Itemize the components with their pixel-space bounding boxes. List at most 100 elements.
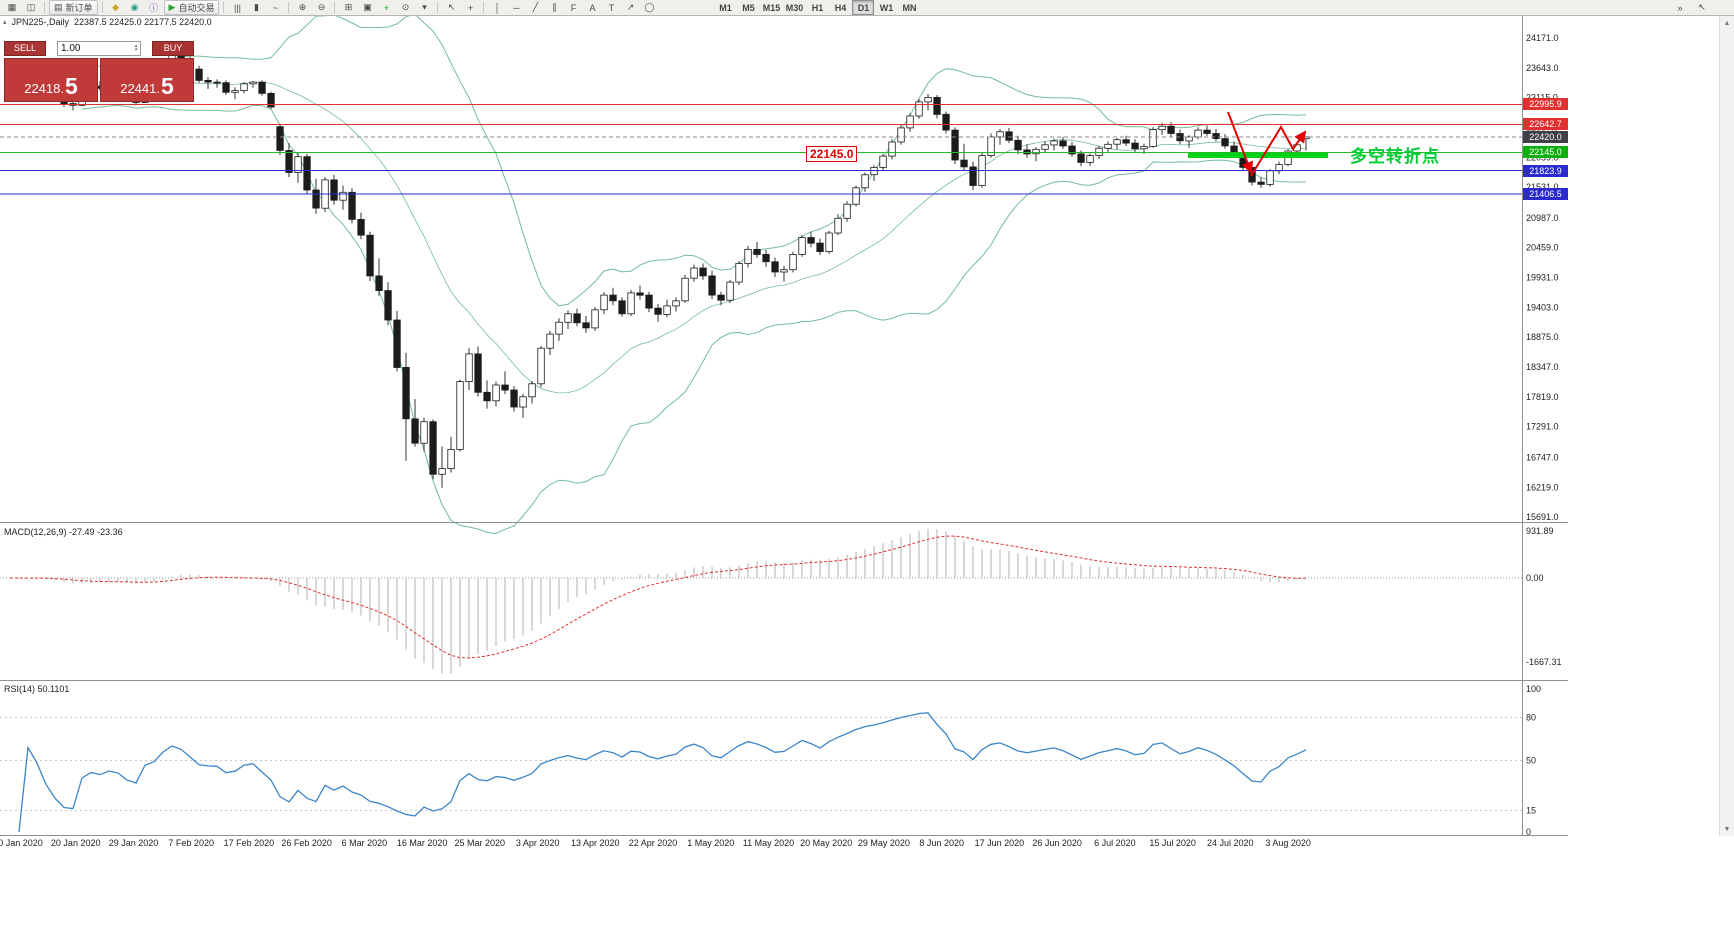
timeframe-d1-button[interactable]: D1 [852,0,875,15]
candle [699,267,707,277]
candlestick-type-button[interactable]: ▮ [247,1,265,15]
timeframe-m1-button[interactable]: M1 [719,2,732,13]
date-label: 20 May 2020 [800,838,852,848]
volume-spinner[interactable]: ▴ ▾ [134,43,137,53]
line-chart-type-button[interactable]: ~ [266,1,284,15]
buy-price-button[interactable]: 22441. 5 [100,58,194,102]
crosshair-button[interactable]: + [461,1,479,15]
spinner-down-icon[interactable]: ▾ [134,47,137,53]
timeframe-m5-button[interactable]: M5 [742,2,755,13]
timeframe-mn-button[interactable]: MN [902,2,917,13]
candle [753,248,761,255]
chart-profiles-button[interactable]: ◫ [22,1,40,15]
candle [951,129,959,161]
date-label: 3 Aug 2020 [1265,838,1311,848]
candle [447,448,455,469]
zigzag-arrow-annotation[interactable] [1250,125,1307,177]
scroll-up-arrow[interactable]: ▲ [1723,19,1731,27]
support-highlight-line[interactable] [1188,153,1328,158]
spinner-up-icon[interactable]: ▴ [134,43,137,49]
candle [717,294,725,301]
info-button[interactable]: ⓘ [145,1,163,15]
trendline-button[interactable]: ╱ [526,1,544,15]
equidistant-channel-button[interactable]: ∥ [545,1,563,15]
down-arrow-annotation[interactable] [1227,111,1254,174]
horizontal-line-button[interactable]: ─ [507,1,525,15]
service-button[interactable]: ◉ [126,1,144,15]
pointer-mode-button[interactable]: ↖ [1698,2,1706,12]
y-axis-label: 24171.0 [1526,33,1559,43]
macd-values: -27.49 -23.36 [69,527,123,537]
toolbar-right-group: » ↖ [1671,1,1711,15]
equidistant-channel-icon: ∥ [552,2,557,12]
period-settings-button[interactable]: ⊙ [396,1,414,15]
date-label: 22 Apr 2020 [629,838,678,848]
zoom-out-button[interactable]: ⊖ [312,1,330,15]
timeframe-h4-button[interactable]: H4 [834,2,847,13]
candle [339,191,347,201]
new-order-button[interactable]: ▤ 新订单 [49,0,98,15]
collapse-panel-icon[interactable]: ▴ [3,19,7,26]
candle [825,232,833,253]
info-icon: ⓘ [149,3,159,13]
vertical-scrollbar[interactable]: ▲ ▼ [1719,16,1734,836]
text-label-button[interactable]: T [602,1,620,15]
scroll-down-arrow[interactable]: ▼ [1723,825,1731,833]
fibonacci-button[interactable]: F [564,1,582,15]
candle [906,115,914,129]
arrows-button[interactable]: ↗ [621,1,639,15]
support-price-label[interactable]: 22145.0 [806,146,858,162]
candle [366,234,374,277]
timeframe-m30-button[interactable]: M30 [785,2,804,13]
date-label: 25 Mar 2020 [455,838,506,848]
autotrading-button[interactable]: ▶ 自动交易 [163,0,220,15]
buy-button[interactable]: BUY [152,40,194,56]
chart-forward-button[interactable]: » [1677,2,1683,13]
candlestick-series [6,52,1310,488]
indicators-button[interactable]: + [377,1,395,15]
sell-button[interactable]: SELL [4,40,46,56]
y-axis-label: 21531.0 [1526,182,1559,192]
candle [735,263,743,283]
shapes-button[interactable]: ◯ [640,1,658,15]
cursor-button[interactable]: ↖ [442,1,460,15]
cascade-windows-button[interactable]: ▣ [358,1,376,15]
sell-price-button[interactable]: 22418. 5 [4,58,98,102]
date-label: 16 Mar 2020 [397,838,448,848]
gold-button[interactable]: ◆ [107,1,125,15]
templates-button[interactable]: ▾ [415,1,433,15]
fibonacci-icon: F [570,2,577,13]
macd-signal-line [9,535,1306,659]
volume-input[interactable]: 1.00 ▴ ▾ [57,40,141,56]
date-label: 10 Jan 2020 [0,838,43,848]
line-chart-type-icon: ~ [272,2,279,13]
y-axis-label: 22587.0 [1526,123,1559,133]
candle [582,322,590,329]
timeframe-h1-button[interactable]: H1 [811,2,824,13]
tile-windows-button[interactable]: ⊞ [339,1,357,15]
y-axis-label: 23643.0 [1526,63,1559,73]
candle [987,136,995,156]
zoom-in-button[interactable]: ⊕ [293,1,311,15]
candle [465,353,473,382]
vertical-line-button[interactable]: │ [488,1,506,15]
y-axis-label: 22059.0 [1526,152,1559,162]
candle [798,237,806,255]
autotrading-button-label: 自动交易 [178,3,215,13]
candle [609,294,617,302]
timeframe-m15-button[interactable]: M15 [762,2,781,13]
sell-price-main: 22418. [24,81,64,96]
timeframe-w1-button[interactable]: W1 [879,2,894,13]
candle [222,82,230,93]
candle [915,101,923,117]
candle [663,305,671,315]
new-chart-button[interactable]: ▦ [3,1,21,15]
date-label: 11 May 2020 [743,838,794,848]
bollinger-middle-band [82,81,1307,394]
text-button[interactable]: A [583,1,601,15]
bar-chart-type-button[interactable]: ||| [228,1,246,15]
candle [1275,164,1283,172]
arrows-icon: ↗ [626,2,635,12]
text-icon: A [589,2,596,13]
